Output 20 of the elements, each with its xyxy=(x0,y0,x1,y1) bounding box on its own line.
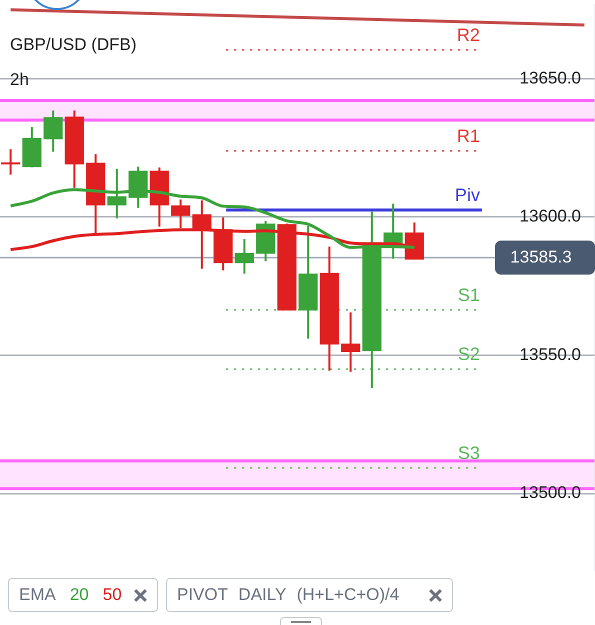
text: 20 xyxy=(70,585,89,605)
legend-title: EMA xyxy=(19,585,56,605)
candlestick xyxy=(1,148,20,176)
y-tick-label: 13550.0 xyxy=(520,344,581,364)
ref-line-label: 13585.3 xyxy=(510,247,572,266)
ref-line-label: S1 xyxy=(458,284,480,305)
candlestick xyxy=(341,311,360,373)
ref-line-label: S3 xyxy=(458,442,480,463)
text: 50 xyxy=(102,585,122,605)
y-tick-label: 13600.0 xyxy=(520,206,581,226)
y-tick-label: 13650.0 xyxy=(520,68,581,88)
ref-line-label: R1 xyxy=(456,126,480,146)
ref-line-label: S2 xyxy=(458,344,480,364)
ref-line-label: Piv xyxy=(454,185,480,206)
ref-line-label: R2 xyxy=(456,24,480,45)
candlestick xyxy=(44,109,63,153)
text: PIVOT DAILY (H+L+C+O)/4 xyxy=(177,585,400,605)
candlestick xyxy=(234,238,254,275)
annotation: 2h xyxy=(10,70,29,90)
text: GBP/USD (DFB) xyxy=(10,35,137,55)
